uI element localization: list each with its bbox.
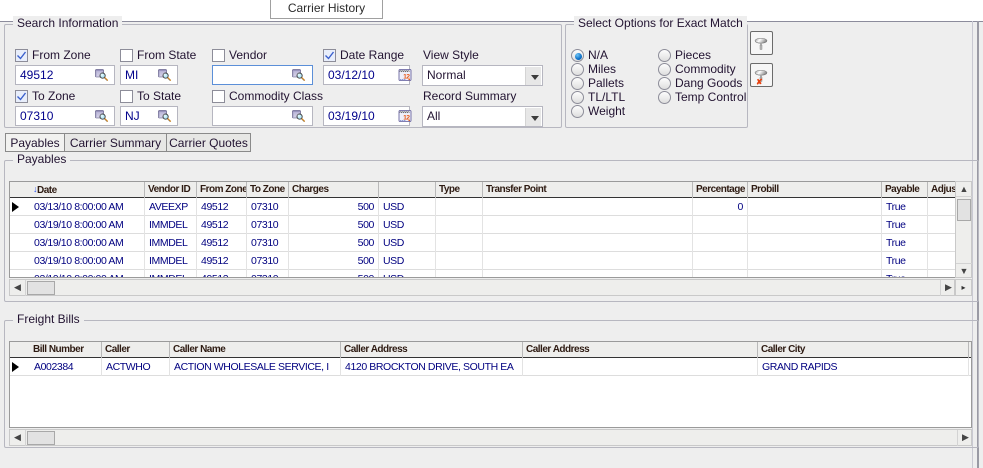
svg-text:✘: ✘ [756,78,763,87]
